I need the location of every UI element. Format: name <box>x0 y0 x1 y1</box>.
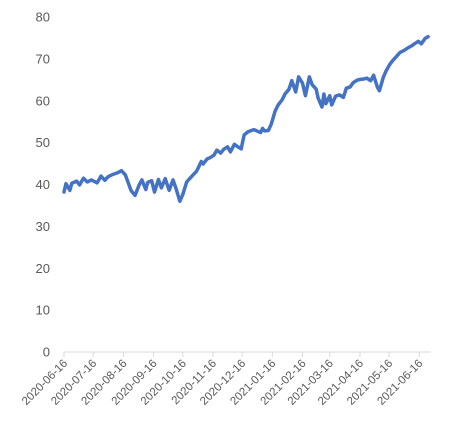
series-layer <box>62 34 430 203</box>
y-tick-label: 10 <box>36 303 50 318</box>
x-axis: 2020-06-162020-07-162020-08-162020-09-16… <box>20 351 431 408</box>
y-tick-label: 70 <box>36 51 50 66</box>
y-tick-label: 20 <box>36 261 50 276</box>
y-tick-label: 30 <box>36 219 50 234</box>
y-tick-label: 60 <box>36 93 50 108</box>
y-tick-label: 50 <box>36 135 50 150</box>
y-axis: 0 10 20 30 40 50 60 70 80 <box>36 10 50 360</box>
y-tick-label: 80 <box>36 10 50 25</box>
y-tick-label: 40 <box>36 177 50 192</box>
y-tick-label: 0 <box>43 345 50 360</box>
series-line <box>62 34 430 203</box>
